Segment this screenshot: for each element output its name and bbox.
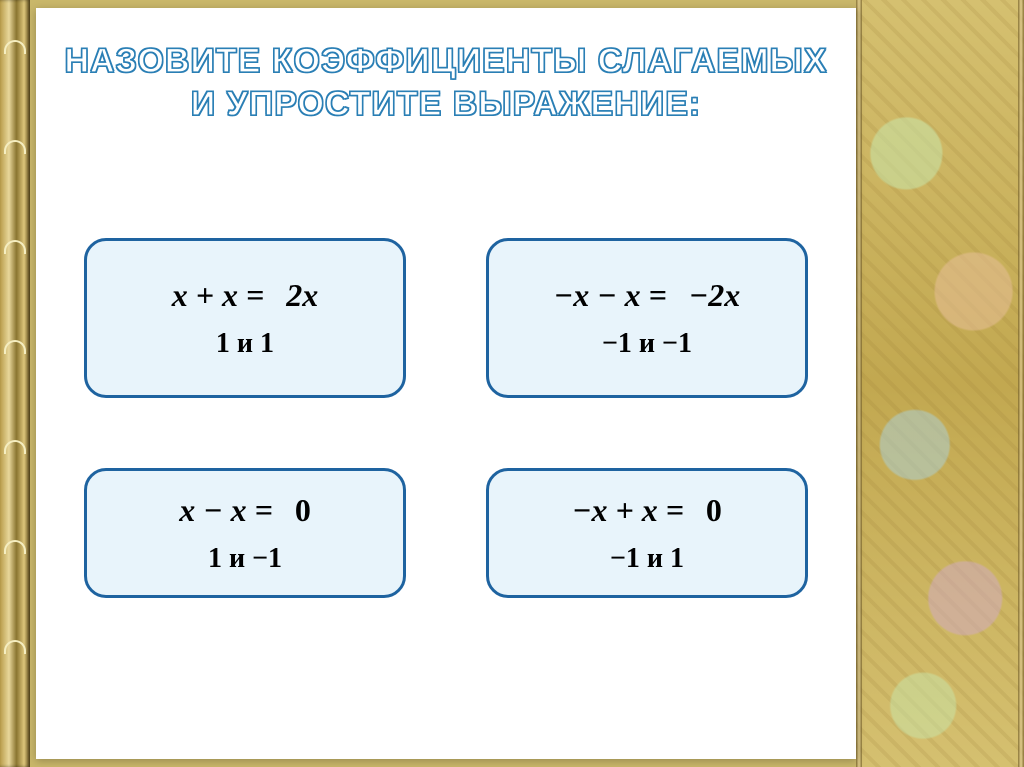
expression: −x − x =	[554, 277, 667, 313]
answer: −2x	[689, 277, 740, 313]
title-block: НАЗОВИТЕ КОЭФФИЦИЕНТЫ СЛАГАЕМЫХ И УПРОСТ…	[36, 40, 856, 125]
equation-line: x + x = 2x	[172, 277, 318, 314]
binder-ring	[4, 640, 26, 654]
title-line-1: НАЗОВИТЕ КОЭФФИЦИЕНТЫ СЛАГАЕМЫХ	[36, 40, 856, 83]
answer: 2x	[286, 277, 318, 313]
title-line-2: И УПРОСТИТЕ ВЫРАЖЕНИЕ:	[36, 83, 856, 126]
binder-ring	[4, 440, 26, 454]
math-card: −x + x = 0 −1 и 1	[486, 468, 808, 598]
expression: x + x =	[172, 277, 264, 313]
page: НАЗОВИТЕ КОЭФФИЦИЕНТЫ СЛАГАЕМЫХ И УПРОСТ…	[36, 8, 856, 759]
cards-grid: x + x = 2x 1 и 1 −x − x = −2x −1 и −1 x …	[84, 238, 808, 598]
answer: 0	[295, 492, 311, 528]
binder-strip	[0, 0, 30, 767]
equation-line: −x + x = 0	[572, 492, 722, 529]
equation-line: −x − x = −2x	[554, 277, 740, 314]
binder-ring	[4, 240, 26, 254]
answer: 0	[706, 492, 722, 528]
coefficients: −1 и 1	[610, 543, 684, 575]
coefficients: −1 и −1	[602, 328, 692, 360]
binder-ring	[4, 40, 26, 54]
binder-ring	[4, 140, 26, 154]
coefficients: 1 и −1	[208, 543, 282, 575]
math-card: x − x = 0 1 и −1	[84, 468, 406, 598]
math-card: x + x = 2x 1 и 1	[84, 238, 406, 398]
expression: x − x =	[179, 492, 273, 528]
binder-ring	[4, 340, 26, 354]
slide: НАЗОВИТЕ КОЭФФИЦИЕНТЫ СЛАГАЕМЫХ И УПРОСТ…	[0, 0, 1024, 767]
binder-ring	[4, 540, 26, 554]
coefficients: 1 и 1	[216, 328, 274, 360]
expression: −x + x =	[572, 492, 684, 528]
equation-line: x − x = 0	[179, 492, 311, 529]
math-card: −x − x = −2x −1 и −1	[486, 238, 808, 398]
decorative-right-column	[856, 0, 1024, 767]
